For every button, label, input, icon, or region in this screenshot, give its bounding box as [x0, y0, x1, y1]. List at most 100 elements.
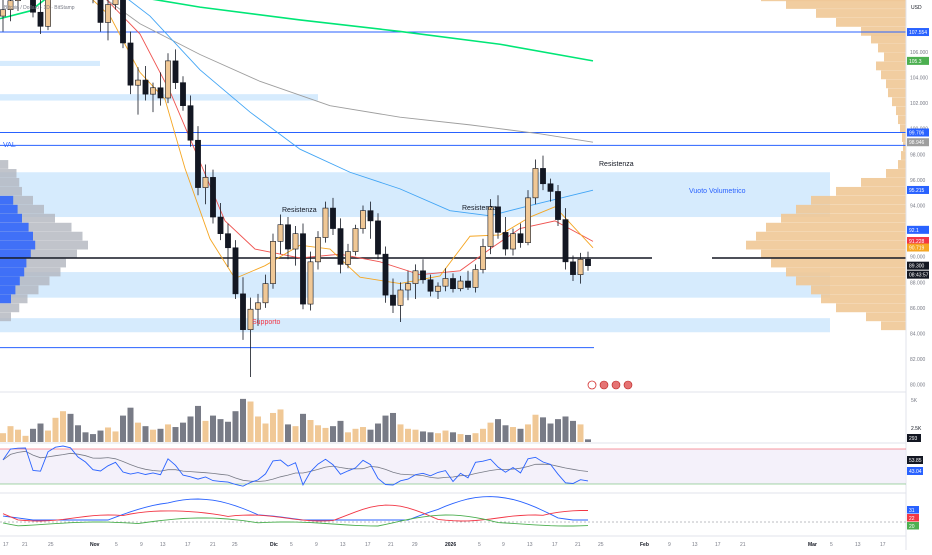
price-badge[interactable] — [907, 56, 929, 65]
time-axis-label[interactable]: Dic — [270, 542, 278, 548]
volume-profile-bar — [0, 294, 28, 304]
horizontal-levels[interactable] — [0, 0, 906, 349]
time-axis-label[interactable]: Nov — [90, 542, 100, 548]
time-axis-label[interactable]: Mar — [808, 542, 817, 548]
price-badge-label[interactable]: 92.1 — [909, 228, 919, 234]
time-axis-label[interactable]: 9 — [315, 542, 318, 548]
price-tick-label[interactable]: 88.000 — [910, 280, 926, 286]
volume-bar — [7, 426, 14, 442]
time-axis-label[interactable]: 25 — [48, 542, 54, 548]
time-axis-label[interactable]: 17 — [185, 542, 191, 548]
us-flag-event-icon[interactable] — [599, 380, 609, 390]
price-axis-ticks[interactable]: 106.000104.000102.000100.00098.00096.000… — [910, 50, 928, 389]
time-axis-label[interactable]: 21 — [388, 542, 394, 548]
price-badge-label[interactable]: 95.215 — [909, 188, 925, 194]
annotation-resistance-right[interactable]: Resistenza — [599, 161, 634, 168]
price-tick-label[interactable]: 90.000 — [910, 255, 926, 261]
time-axis-label[interactable]: 17 — [3, 542, 9, 548]
bullish-candle — [532, 168, 539, 199]
price-badge-label[interactable]: 98.946 — [909, 140, 925, 146]
time-axis-label[interactable]: 21 — [575, 542, 581, 548]
price-badge-label[interactable]: 105.3 — [909, 59, 922, 65]
time-axis-label[interactable]: 9 — [140, 542, 143, 548]
time-axis-label[interactable]: 13 — [692, 542, 698, 548]
time-axis[interactable]: 17 21 25 Nov 5 9 13 17 21 25 Dic 5 9 13 17 21 29 2026 5 9 13… — [3, 542, 886, 548]
price-tick-label[interactable]: 94.000 — [910, 204, 926, 210]
price-zones — [0, 60, 830, 333]
time-axis-label[interactable]: 17 — [715, 542, 721, 548]
price-tick-label[interactable]: 84.000 — [910, 332, 926, 338]
rsi-line — [2, 445, 589, 487]
time-axis-label[interactable]: 17 — [552, 542, 558, 548]
time-axis-label[interactable]: 17 — [880, 542, 886, 548]
time-axis-label[interactable]: 29 — [412, 542, 418, 548]
price-badge[interactable] — [907, 138, 929, 147]
price-badge[interactable] — [907, 28, 929, 37]
price-badge-label[interactable]: 91.228 — [909, 239, 925, 245]
volume-bar — [510, 427, 516, 442]
volume-bar — [585, 439, 591, 442]
price-badge-label[interactable]: 89.300 — [909, 264, 925, 270]
time-axis-label[interactable]: 2026 — [445, 542, 456, 548]
time-axis-label[interactable]: 21 — [740, 542, 746, 548]
time-axis-label[interactable]: 21 — [210, 542, 216, 548]
time-axis-label[interactable]: 13 — [527, 542, 533, 548]
bitcoin-event-icon[interactable] — [587, 380, 597, 390]
time-axis-label[interactable]: 9 — [668, 542, 671, 548]
volume-profile-bar — [0, 285, 16, 295]
volume-profile-bar — [898, 160, 906, 169]
time-axis-label[interactable]: 5 — [290, 542, 293, 548]
volume-bar — [97, 430, 104, 442]
price-tick-label[interactable]: 86.000 — [910, 306, 926, 312]
annotation-resistance-left[interactable]: Resistenza — [282, 207, 317, 214]
price-badge[interactable] — [907, 270, 929, 279]
price-badge-label[interactable]: 99.706 — [909, 130, 925, 136]
price-tick-label[interactable]: 102.000 — [910, 101, 928, 107]
symbol-title[interactable]: Bitcoin / Dollaro · 1D · BitStamp — [4, 5, 75, 11]
volume-bar — [352, 428, 359, 442]
time-axis-label[interactable]: 13 — [160, 542, 166, 548]
price-tick-label[interactable]: 80.000 — [910, 383, 926, 389]
bearish-candle — [157, 87, 164, 99]
time-axis-label[interactable]: 21 — [22, 542, 28, 548]
event-icons[interactable] — [587, 380, 633, 390]
bearish-candle — [375, 220, 381, 255]
price-badge[interactable] — [907, 128, 929, 137]
price-badge-label[interactable]: 107.554 — [909, 30, 927, 36]
annotation-support[interactable]: Supporto — [252, 319, 281, 326]
price-badge[interactable] — [907, 243, 929, 252]
annotation-volume-void[interactable]: Vuoto Volumetrico — [689, 188, 746, 195]
annotation-resistance-mid[interactable]: Resistenza — [462, 205, 497, 212]
time-axis-label[interactable]: 17 — [365, 542, 371, 548]
volume-profile-bar — [866, 312, 906, 322]
bearish-candle — [427, 279, 434, 292]
price-badge-label[interactable]: 08:43:57 — [909, 273, 929, 279]
time-axis-label[interactable]: 5 — [478, 542, 481, 548]
time-axis-label[interactable]: 13 — [340, 542, 346, 548]
price-badge[interactable] — [907, 185, 929, 194]
price-axis-labels[interactable]: 114.415110.903107.554105.399.70698.94695… — [907, 0, 929, 279]
price-tick-label[interactable]: 98.000 — [910, 152, 926, 158]
price-badge[interactable] — [907, 237, 929, 246]
price-tick-label[interactable]: 106.000 — [910, 50, 928, 56]
currency-label[interactable]: USD — [911, 5, 922, 11]
volume-profile-bar — [878, 43, 906, 53]
price-tick-label[interactable]: 82.000 — [910, 357, 926, 363]
price-badge[interactable] — [907, 261, 929, 270]
time-axis-label[interactable]: 13 — [855, 542, 861, 548]
us-flag-event-icon[interactable] — [623, 380, 633, 390]
time-axis-label[interactable]: Feb — [640, 542, 649, 548]
time-axis-label[interactable]: 25 — [598, 542, 604, 548]
price-badge[interactable] — [907, 225, 929, 234]
time-axis-label[interactable]: 25 — [232, 542, 238, 548]
time-axis-label[interactable]: 5 — [115, 542, 118, 548]
price-badge-label[interactable]: 90.719 — [909, 246, 925, 252]
time-axis-label[interactable]: 9 — [502, 542, 505, 548]
time-axis-label[interactable]: 5 — [830, 542, 833, 548]
annotation-val[interactable]: VAL — [3, 142, 16, 149]
price-tick-label[interactable]: 96.000 — [910, 178, 926, 184]
price-tick-label[interactable]: 104.000 — [910, 76, 928, 82]
us-flag-event-icon[interactable] — [611, 380, 621, 390]
